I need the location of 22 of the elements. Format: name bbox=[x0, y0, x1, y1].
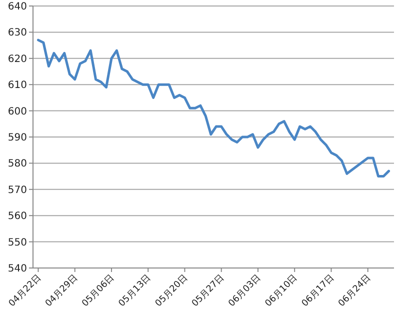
x-tick-label: 05月27日 bbox=[190, 273, 226, 310]
y-tick-label: 590 bbox=[8, 132, 27, 144]
y-tick-label: 570 bbox=[8, 184, 27, 196]
x-tick-label: 06月17日 bbox=[300, 273, 336, 310]
y-tick-label: 560 bbox=[8, 211, 27, 222]
y-tick-label: 620 bbox=[8, 54, 27, 65]
y-tick-label: 640 bbox=[8, 2, 27, 12]
y-tick-label: 630 bbox=[8, 28, 27, 39]
y-tick-label: 580 bbox=[8, 158, 27, 170]
x-tick-label: 06月03日 bbox=[227, 273, 264, 310]
x-tick-label: 06月24日 bbox=[336, 273, 373, 310]
x-tick-label: 05月20日 bbox=[154, 273, 190, 310]
y-tick-label: 550 bbox=[8, 237, 27, 248]
x-tick-label: 05月13日 bbox=[117, 273, 154, 310]
x-tick-label: 04月22日 bbox=[7, 273, 44, 310]
x-tick-label: 05月06日 bbox=[80, 273, 117, 310]
x-tick-label: 04月29日 bbox=[44, 273, 80, 310]
line-series bbox=[36, 38, 390, 178]
x-tick-label: 06月10日 bbox=[264, 273, 300, 310]
y-tick-label: 600 bbox=[8, 106, 27, 118]
y-tick-label: 540 bbox=[8, 264, 27, 274]
y-tick-label: 610 bbox=[8, 80, 27, 92]
